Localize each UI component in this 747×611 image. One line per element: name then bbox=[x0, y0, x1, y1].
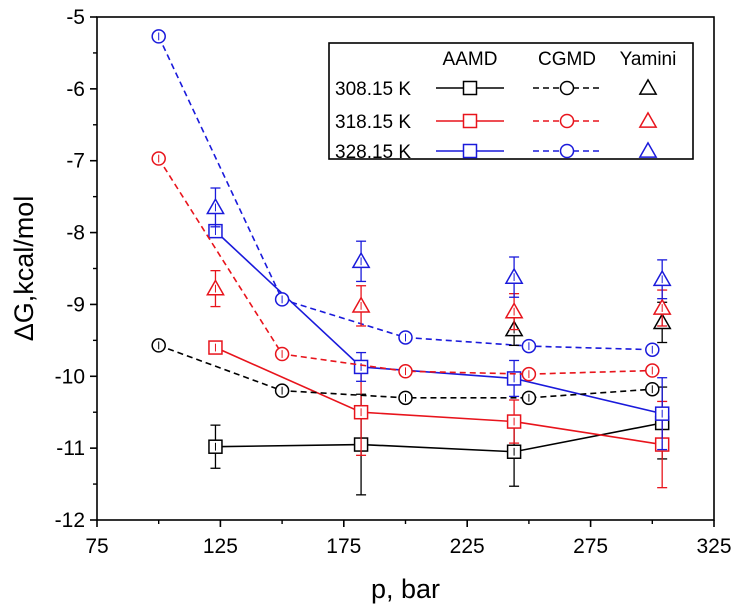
series-aamd-30815K bbox=[208, 386, 670, 496]
x-tick-label: 75 bbox=[85, 535, 108, 558]
legend-marker bbox=[638, 141, 658, 158]
y-tick-label: -9 bbox=[66, 293, 85, 316]
x-tick-label: 125 bbox=[203, 535, 238, 558]
x-tick-label: 175 bbox=[326, 535, 361, 558]
y-tick-label: -6 bbox=[66, 78, 85, 101]
legend-marker bbox=[638, 78, 658, 95]
legend-marker bbox=[638, 111, 658, 128]
legend-marker bbox=[462, 80, 478, 96]
legend-marker bbox=[559, 143, 575, 159]
x-tick-label: 275 bbox=[573, 535, 608, 558]
series-cgmd-31815K bbox=[151, 151, 660, 382]
x-axis-label: p, bar bbox=[371, 574, 440, 604]
series-layer bbox=[151, 29, 672, 496]
series-cgmd-32815K bbox=[151, 29, 660, 357]
legend-marker bbox=[462, 143, 478, 159]
series-aamd-31815K bbox=[208, 340, 670, 489]
y-tick-label: -7 bbox=[66, 150, 85, 173]
legend-marker bbox=[462, 113, 478, 129]
legend-row-label: 318.15 K bbox=[335, 112, 411, 133]
y-tick-label: -8 bbox=[66, 222, 85, 245]
series-yamini-31815K bbox=[206, 270, 672, 331]
legend: AAMD CGMD Yamini 308.15 K 318.15 K 328.15 K bbox=[328, 42, 694, 163]
series-aamd-32815K bbox=[208, 223, 670, 451]
series-yamini-32815K bbox=[206, 187, 672, 300]
y-axis-ticks: -12 -11 -10 -9 -8 -7 -6 -5 bbox=[55, 6, 97, 532]
x-axis-ticks: 75 125 175 225 275 325 bbox=[85, 520, 732, 558]
legend-box bbox=[328, 42, 694, 160]
series-yamini-30815K bbox=[504, 301, 672, 347]
y-axis-label: ΔG,kcal/mol bbox=[9, 196, 39, 342]
y-tick-label: -5 bbox=[66, 6, 85, 29]
y-tick-label: -12 bbox=[55, 509, 85, 532]
legend-row-label: 328.15 K bbox=[335, 142, 411, 163]
legend-marker bbox=[559, 113, 575, 129]
series-line bbox=[215, 422, 663, 453]
x-tick-label: 325 bbox=[696, 535, 731, 558]
series-cgmd-30815K bbox=[151, 338, 660, 406]
legend-column-header: Yamini bbox=[620, 49, 677, 70]
legend-row-label: 308.15 K bbox=[335, 79, 411, 100]
y-tick-label: -11 bbox=[56, 437, 85, 460]
y-tick-label: -10 bbox=[55, 365, 85, 388]
series-line bbox=[215, 346, 663, 446]
legend-marker bbox=[559, 80, 575, 96]
legend-column-header: AAMD bbox=[443, 49, 498, 70]
legend-column-header: CGMD bbox=[538, 49, 596, 70]
x-tick-label: 225 bbox=[450, 535, 485, 558]
series-line bbox=[157, 36, 653, 351]
